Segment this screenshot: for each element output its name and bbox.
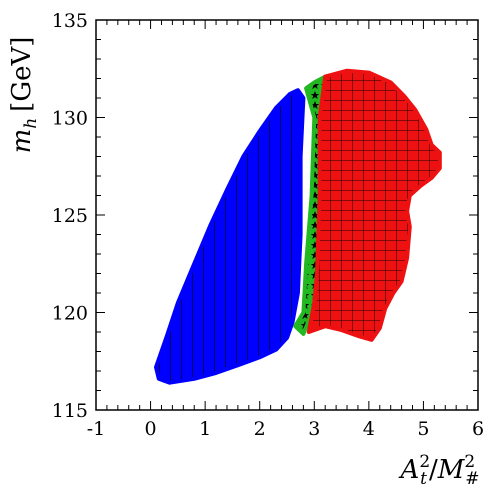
x-axis-label-sub2: # xyxy=(465,469,479,489)
plot-frame xyxy=(95,19,479,411)
x-tick-label: 4 xyxy=(363,418,375,440)
tick-labels: -1 0 1 2 3 4 5 6 115 120 125 130 135 xyxy=(52,10,484,440)
x-tick-label: 1 xyxy=(199,418,211,440)
y-tick-label: 120 xyxy=(52,303,88,325)
x-axis-label-base2: M xyxy=(437,455,466,485)
x-axis-label-sup2: 2 xyxy=(464,452,475,472)
x-axis-label-base1: A xyxy=(399,455,420,485)
y-axis-label-base: m xyxy=(7,129,37,154)
y-axis-label-unit: [GeV] xyxy=(7,37,37,112)
x-tick-label: 3 xyxy=(308,418,320,440)
scatter-regions xyxy=(154,68,442,385)
x-axis-label-sup1: 2 xyxy=(419,452,430,472)
y-axis-label: mh [GeV] xyxy=(7,37,41,154)
x-axis-label-sub1: t xyxy=(420,469,427,489)
y-axis-label-sub: h xyxy=(21,118,41,129)
y-tick-label: 130 xyxy=(52,108,88,130)
x-tick-label: 0 xyxy=(145,418,157,440)
series-region-2 xyxy=(306,68,442,342)
x-tick-label: 5 xyxy=(417,418,429,440)
x-tick-label: 2 xyxy=(254,418,266,440)
x-axis-label: A2 t/M2 # xyxy=(399,452,480,489)
y-tick-label: 135 xyxy=(52,10,88,32)
y-tick-label: 125 xyxy=(52,205,88,227)
x-tick-label: 6 xyxy=(472,418,484,440)
y-tick-label: 115 xyxy=(52,400,88,422)
series-region-0 xyxy=(154,88,306,385)
x-tick-label: -1 xyxy=(87,418,106,440)
x-axis-label-slash: / xyxy=(429,455,438,485)
